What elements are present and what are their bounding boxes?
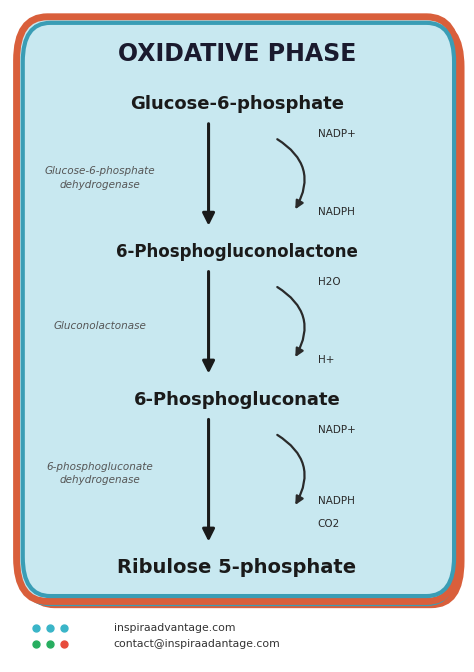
FancyBboxPatch shape <box>17 17 457 601</box>
Text: Gluconolactonase: Gluconolactonase <box>53 321 146 331</box>
Text: inspiraadvantage.com: inspiraadvantage.com <box>114 624 235 633</box>
Text: NADPH: NADPH <box>318 496 355 505</box>
Text: Ribulose 5-phosphate: Ribulose 5-phosphate <box>118 558 356 577</box>
Text: contact@inspiraadantage.com: contact@inspiraadantage.com <box>114 639 281 648</box>
Text: NADPH: NADPH <box>318 207 355 216</box>
Text: Glucose-6-phosphate: Glucose-6-phosphate <box>130 95 344 113</box>
Text: 6-Phosphogluconolactone: 6-Phosphogluconolactone <box>116 243 358 261</box>
Text: CO2: CO2 <box>318 519 340 529</box>
FancyBboxPatch shape <box>21 20 465 608</box>
Text: NADP+: NADP+ <box>318 425 356 435</box>
Text: OXIDATIVE PHASE: OXIDATIVE PHASE <box>118 42 356 66</box>
Text: 6-phosphogluconate
dehydrogenase: 6-phosphogluconate dehydrogenase <box>46 462 153 485</box>
Text: Glucose-6-phosphate
dehydrogenase: Glucose-6-phosphate dehydrogenase <box>44 167 155 190</box>
FancyBboxPatch shape <box>19 20 457 606</box>
Text: H2O: H2O <box>318 278 340 287</box>
Text: 6-Phosphogluconate: 6-Phosphogluconate <box>134 391 340 409</box>
Text: H+: H+ <box>318 355 334 364</box>
Text: NADP+: NADP+ <box>318 130 356 139</box>
